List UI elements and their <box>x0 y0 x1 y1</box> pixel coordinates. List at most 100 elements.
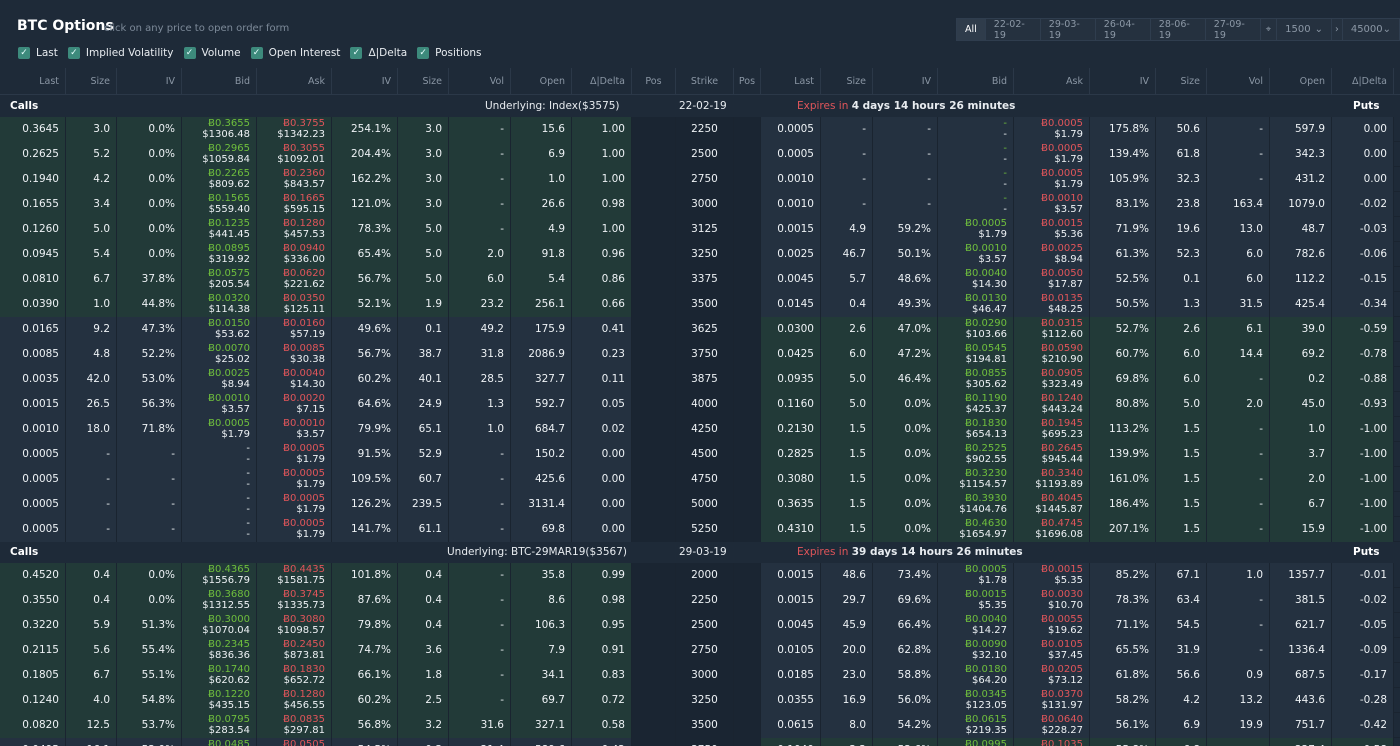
put-ask-usd[interactable]: $37.45 <box>1048 649 1083 661</box>
call-cell[interactable]: Ƀ0.0620 $221.62 <box>257 267 332 292</box>
call-cell[interactable]: 0.4 <box>398 563 449 588</box>
call-cell[interactable]: 425.6 <box>511 467 572 492</box>
call-cell[interactable]: Ƀ0.0005 $1.79 <box>257 442 332 467</box>
call-ask-btc[interactable]: Ƀ0.0005 <box>283 518 325 529</box>
put-cell[interactable]: - <box>1207 467 1270 492</box>
call-cell[interactable]: 5.0 <box>398 267 449 292</box>
put-cell[interactable]: -0.03 <box>1332 217 1394 242</box>
call-cell[interactable]: 0.1260 <box>0 217 66 242</box>
put-ask-btc[interactable]: Ƀ0.0105 <box>1041 639 1083 650</box>
put-cell[interactable]: 0.0% <box>873 517 938 542</box>
put-cell[interactable]: 0.0185 <box>761 663 821 688</box>
call-ask-usd[interactable]: $30.38 <box>290 353 325 365</box>
call-cell[interactable]: 5.0 <box>66 217 117 242</box>
call-cell[interactable]: 7.9 <box>511 638 572 663</box>
put-cell[interactable]: Ƀ0.3230 $1154.57 <box>938 467 1014 492</box>
column-header[interactable]: Open <box>511 68 572 95</box>
call-bid-usd[interactable]: - <box>246 478 250 490</box>
put-cell[interactable]: -0.28 <box>1332 688 1394 713</box>
crosshair-icon[interactable]: ⌖ <box>1261 19 1278 40</box>
put-cell[interactable]: 60.7% <box>1090 342 1156 367</box>
put-bid-usd[interactable]: - <box>1003 203 1007 215</box>
put-cell[interactable]: 3.2 <box>821 738 873 746</box>
filter-5[interactable]: ✓ Positions <box>417 45 482 61</box>
call-bid-btc[interactable]: Ƀ0.4365 <box>208 564 250 575</box>
call-cell[interactable]: 0.1 <box>398 317 449 342</box>
call-cell[interactable]: 91.5% <box>332 442 398 467</box>
put-cell[interactable]: Ƀ0.0105 $37.45 <box>1014 638 1090 663</box>
put-cell[interactable]: 13.2 <box>1207 688 1270 713</box>
call-ask-usd[interactable]: $456.55 <box>283 699 325 711</box>
put-ask-usd[interactable]: $48.25 <box>1048 303 1083 315</box>
call-cell[interactable]: 9.2 <box>66 317 117 342</box>
put-cell[interactable]: 113.2% <box>1090 417 1156 442</box>
call-cell[interactable]: 0.96 <box>572 242 632 267</box>
put-bid-usd[interactable]: $305.62 <box>965 378 1007 390</box>
call-bid-usd[interactable]: - <box>246 453 250 465</box>
call-cell[interactable]: - <box>449 467 511 492</box>
call-cell[interactable]: 254.1% <box>332 117 398 142</box>
put-cell[interactable]: 8.0 <box>821 713 873 738</box>
call-ask-btc[interactable]: Ƀ0.2360 <box>283 168 325 179</box>
call-bid-btc[interactable]: Ƀ0.1235 <box>208 218 250 229</box>
put-cell[interactable]: -0.93 <box>1332 392 1394 417</box>
call-cell[interactable]: 204.4% <box>332 142 398 167</box>
strike-min-select[interactable]: 1500 ⌄ <box>1277 19 1333 40</box>
put-cell[interactable]: 48.7 <box>1270 217 1332 242</box>
put-cell[interactable]: 1079.0 <box>1270 192 1332 217</box>
column-header[interactable]: Pos <box>632 68 676 95</box>
call-cell[interactable]: - <box>449 442 511 467</box>
call-cell[interactable]: Ƀ0.3745 $1335.73 <box>257 588 332 613</box>
call-cell[interactable]: 0.4520 <box>0 563 66 588</box>
put-cell[interactable]: 3.7 <box>1270 442 1332 467</box>
filter-0[interactable]: ✓ Last <box>18 45 58 61</box>
call-cell[interactable]: 1.0 <box>449 417 511 442</box>
call-cell[interactable]: - <box>117 467 182 492</box>
put-bid-btc[interactable]: Ƀ0.1190 <box>965 393 1007 404</box>
put-cell[interactable]: 69.6% <box>873 588 938 613</box>
call-cell[interactable]: 21.4 <box>449 738 511 746</box>
call-cell[interactable]: Ƀ0.3755 $1342.23 <box>257 117 332 142</box>
call-cell[interactable]: - <box>449 613 511 638</box>
call-cell[interactable]: - <box>449 492 511 517</box>
call-bid-btc[interactable]: Ƀ0.3655 <box>208 118 250 129</box>
put-cell[interactable]: 85.2% <box>1090 563 1156 588</box>
put-cell[interactable]: Ƀ0.0015 $5.36 <box>1014 217 1090 242</box>
put-cell[interactable]: 80.8% <box>1090 392 1156 417</box>
put-ask-usd[interactable]: $945.44 <box>1041 453 1083 465</box>
put-cell[interactable]: -0.02 <box>1332 192 1394 217</box>
call-cell[interactable]: 47.3% <box>117 317 182 342</box>
put-cell[interactable]: 66.4% <box>873 613 938 638</box>
put-ask-usd[interactable]: $5.35 <box>1054 574 1083 586</box>
put-ask-usd[interactable]: $1.79 <box>1054 178 1083 190</box>
put-ask-btc[interactable]: Ƀ0.0005 <box>1041 143 1083 154</box>
put-bid-btc[interactable]: Ƀ0.4630 <box>965 518 1007 529</box>
put-cell[interactable]: 67.1 <box>1156 563 1207 588</box>
put-cell[interactable]: Ƀ0.0050 $17.87 <box>1014 267 1090 292</box>
call-cell[interactable]: 0.0005 <box>0 492 66 517</box>
call-ask-btc[interactable]: Ƀ0.0010 <box>283 418 325 429</box>
put-cell[interactable]: 1.5 <box>821 492 873 517</box>
call-cell[interactable]: 3.0 <box>398 192 449 217</box>
put-cell[interactable]: - <box>1207 417 1270 442</box>
put-ask-btc[interactable]: Ƀ0.0905 <box>1041 368 1083 379</box>
call-cell[interactable]: - <box>117 492 182 517</box>
put-ask-btc[interactable]: Ƀ0.0005 <box>1041 118 1083 129</box>
column-header[interactable]: Δ|Delta <box>572 68 632 95</box>
call-cell[interactable]: 1.00 <box>572 167 632 192</box>
put-bid-usd[interactable]: $32.10 <box>972 649 1007 661</box>
put-bid-btc[interactable]: - <box>1003 143 1007 154</box>
call-cell[interactable]: 5.6 <box>66 638 117 663</box>
call-cell[interactable]: 51.3% <box>117 613 182 638</box>
call-bid-btc[interactable]: Ƀ0.2345 <box>208 639 250 650</box>
put-cell[interactable]: 0.3080 <box>761 467 821 492</box>
put-cell[interactable]: 0.0015 <box>761 217 821 242</box>
put-cell[interactable]: 0.0045 <box>761 613 821 638</box>
call-cell[interactable]: Ƀ0.3655 $1306.48 <box>182 117 257 142</box>
put-ask-usd[interactable]: $3.57 <box>1054 203 1083 215</box>
call-cell[interactable]: 327.1 <box>511 713 572 738</box>
put-ask-btc[interactable]: Ƀ0.2645 <box>1041 443 1083 454</box>
column-header[interactable]: Bid <box>938 68 1014 95</box>
put-cell[interactable]: 0.0005 <box>761 142 821 167</box>
put-cell[interactable]: 5.0 <box>821 392 873 417</box>
